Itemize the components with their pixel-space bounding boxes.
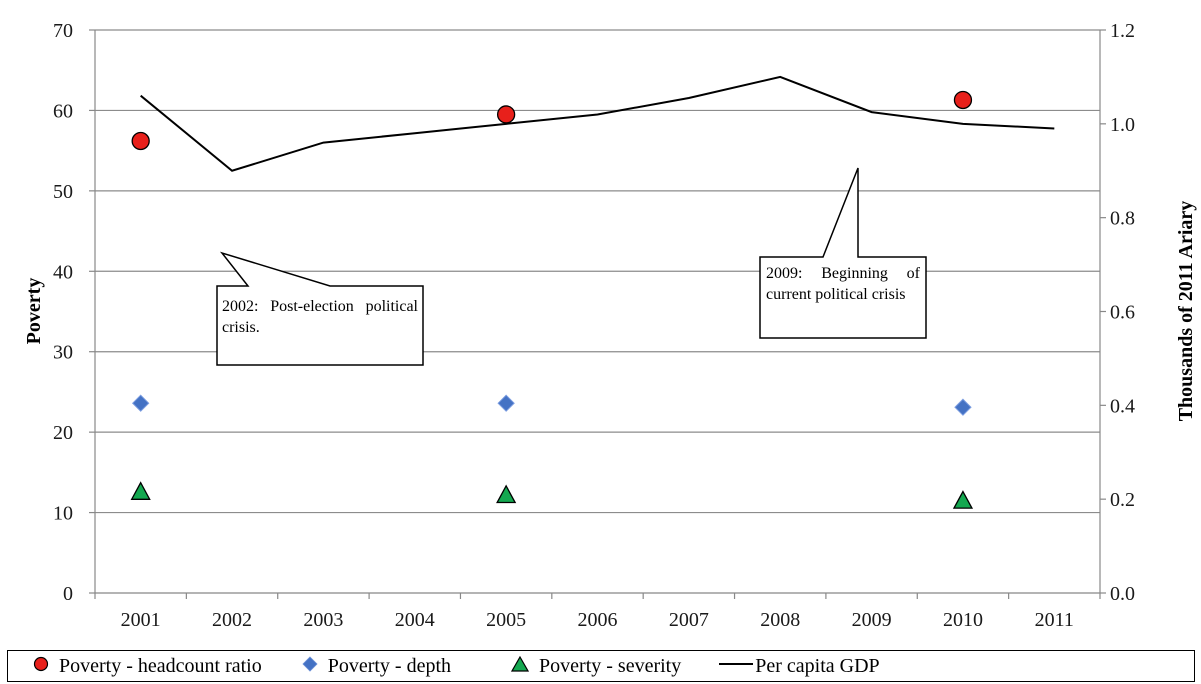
depth-point <box>497 394 515 412</box>
left-tick-label: 10 <box>53 503 73 525</box>
line-marker-icon <box>719 655 754 678</box>
x-tick-label: 2010 <box>943 609 983 631</box>
x-tick-label: 2002 <box>212 609 252 631</box>
diamond-marker-icon <box>302 655 318 678</box>
x-tick-label: 2005 <box>486 609 526 631</box>
x-tick-label: 2011 <box>1035 609 1074 631</box>
left-tick-label: 30 <box>53 342 73 364</box>
left-tick-label: 70 <box>53 20 73 42</box>
legend-label-depth: Poverty - depth <box>327 654 452 677</box>
headcount-point <box>953 90 973 110</box>
severity-point <box>130 481 151 500</box>
right-tick-label: 0.4 <box>1110 395 1135 417</box>
legend-item-severity: Poverty - severity <box>510 654 682 678</box>
left-tick-label: 40 <box>53 261 73 283</box>
legend-item-gdp: Per capita GDP <box>719 654 880 678</box>
circle-marker-icon <box>33 655 49 678</box>
left-axis-title: Poverty <box>23 278 45 345</box>
left-tick-label: 20 <box>53 422 73 444</box>
right-tick-label: 0.2 <box>1110 489 1135 511</box>
series-per-capita-gdp <box>140 75 1055 172</box>
legend-item-headcount: Poverty - headcount ratio <box>33 655 262 678</box>
headcount-point <box>131 131 150 151</box>
legend-label-severity: Poverty - severity <box>539 654 682 677</box>
x-tick-label: 2009 <box>852 609 892 631</box>
right-tick-label: 1.0 <box>1110 114 1135 136</box>
x-tick-label: 2006 <box>578 609 618 631</box>
x-axis-ticks: 2001 2002 2003 2004 2005 2006 2007 2008 2009 2010… <box>94 593 1101 631</box>
right-tick-label: 1.2 <box>1110 20 1135 42</box>
callout-2002-bubble <box>216 251 424 366</box>
left-tick-label: 50 <box>53 181 73 203</box>
x-tick-label: 2007 <box>669 609 709 631</box>
annotation-2009: 2009: Beginning of current political cri… <box>766 265 920 303</box>
x-tick-label: 2003 <box>303 609 343 631</box>
x-tick-label: 2001 <box>121 609 161 631</box>
severity-point <box>496 484 517 504</box>
callout-2009-bubble <box>759 167 927 339</box>
right-tick-label: 0.8 <box>1110 208 1135 230</box>
right-tick-label: 0.0 <box>1110 583 1135 605</box>
headcount-point <box>496 105 516 124</box>
left-axis-ticks: 0 10 20 30 40 50 60 70 <box>53 20 95 605</box>
x-tick-label: 2008 <box>760 609 800 631</box>
right-tick-label: 0.6 <box>1110 302 1135 324</box>
annotation-2002: 2002: Post-election political crisis. <box>222 298 418 336</box>
depth-point <box>131 394 150 412</box>
left-tick-label: 0 <box>63 583 73 605</box>
right-axis-ticks: 0.0 0.2 0.4 0.6 0.8 1.0 1.2 <box>1100 20 1135 605</box>
series-markers <box>130 90 974 509</box>
triangle-marker-icon <box>510 655 530 678</box>
legend-label-headcount: Poverty - headcount ratio <box>59 654 262 677</box>
x-tick-label: 2004 <box>395 609 435 631</box>
legend-label-gdp: Per capita GDP <box>755 654 880 677</box>
legend-item-depth: Poverty - depth <box>302 655 451 678</box>
left-tick-label: 60 <box>53 100 73 122</box>
legend: Poverty - headcount ratio Poverty - dept… <box>7 650 1195 682</box>
gdp-line-path <box>140 75 1055 172</box>
right-axis-title: Thousands of 2011 Ariary <box>1175 201 1197 422</box>
severity-point <box>952 490 974 509</box>
depth-point <box>954 398 972 416</box>
